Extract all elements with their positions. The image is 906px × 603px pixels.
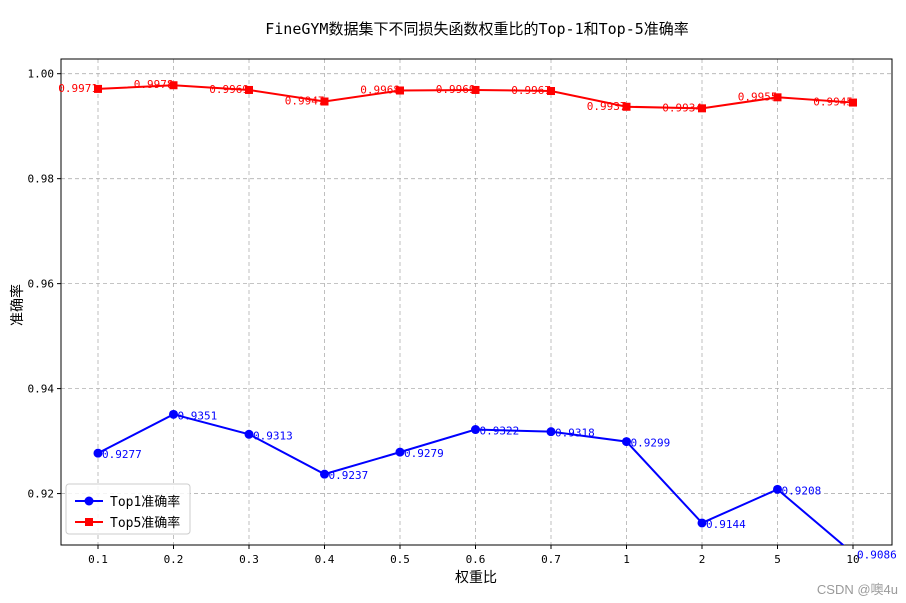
data-point-top5 bbox=[698, 104, 706, 113]
data-point-top5 bbox=[471, 85, 480, 94]
x-tick-label: 0.7 bbox=[541, 553, 561, 566]
x-axis: 0.1 0.2 0.3 0.4 0.5 0.6 0.7 1 2 5 10 bbox=[88, 545, 860, 566]
data-point-top5 bbox=[773, 93, 782, 102]
watermark: CSDN @噢4u bbox=[817, 582, 898, 597]
x-axis-label: 权重比 bbox=[455, 570, 497, 586]
y-tick-label: 1.00 bbox=[28, 68, 55, 81]
data-point-top1 bbox=[395, 447, 405, 457]
data-point-top1 bbox=[471, 425, 480, 435]
data-label: 0.9277 bbox=[102, 448, 142, 461]
x-tick-label: 0.2 bbox=[164, 553, 184, 566]
legend-label-top1: Top1准确率 bbox=[110, 494, 180, 510]
data-point-top5 bbox=[547, 87, 555, 96]
data-point-top5 bbox=[169, 81, 178, 90]
data-point-top1 bbox=[93, 448, 103, 458]
data-point-top1 bbox=[244, 429, 254, 439]
data-label: 0.9279 bbox=[404, 447, 444, 460]
x-tick-label: 0.1 bbox=[88, 553, 108, 566]
data-point-top5 bbox=[245, 85, 253, 94]
legend-entry-top5: Top5准确率 bbox=[75, 515, 180, 531]
legend-label-top5: Top5准确率 bbox=[110, 515, 180, 531]
x-tick-label: 0.5 bbox=[390, 553, 410, 566]
data-label: 0.9937 bbox=[587, 100, 627, 113]
x-tick-label: 0.3 bbox=[239, 553, 259, 566]
x-tick-label: 0.6 bbox=[466, 553, 486, 566]
data-point-top5 bbox=[396, 86, 404, 95]
data-point-top1 bbox=[320, 469, 329, 479]
data-label: 0.9968 bbox=[360, 83, 400, 96]
data-label: 0.9947 bbox=[285, 95, 325, 108]
data-label: 0.9351 bbox=[178, 409, 218, 422]
x-tick-label: 1 bbox=[623, 553, 630, 566]
data-label: 0.9144 bbox=[706, 518, 746, 531]
x-tick-label: 2 bbox=[699, 553, 706, 566]
data-label: 0.9237 bbox=[329, 469, 369, 482]
y-tick-label: 0.96 bbox=[28, 278, 55, 291]
y-axis-label: 准确率 bbox=[9, 284, 26, 326]
plot-frame bbox=[60, 58, 893, 546]
y-tick-label: 0.92 bbox=[28, 488, 55, 501]
data-point-top1 bbox=[773, 484, 782, 494]
series-line-top1 bbox=[97, 413, 845, 545]
data-label: 0.9208 bbox=[782, 484, 822, 497]
data-label: 0.9978 bbox=[134, 78, 174, 91]
series-clip-group bbox=[94, 81, 857, 113]
data-label: 0.9086 bbox=[857, 548, 897, 561]
data-label: 0.9313 bbox=[253, 429, 293, 442]
legend-marker-top1 bbox=[84, 496, 94, 506]
legend-marker-top5 bbox=[85, 518, 93, 526]
data-point-top1 bbox=[697, 518, 707, 528]
data-point-top5 bbox=[320, 97, 329, 106]
series-clip-group bbox=[93, 409, 845, 545]
legend-entry-top1: Top1准确率 bbox=[75, 494, 180, 510]
data-point-top5 bbox=[849, 98, 857, 107]
series-top1: 0.9277 0.9351 0.9313 0.9237 0.9279 0.9322 0.93… bbox=[93, 409, 897, 561]
data-point-top5 bbox=[94, 84, 102, 93]
data-label: 0.9967 bbox=[511, 84, 551, 97]
chart-title: FineGYM数据集下不同损失函数权重比的Top-1和Top-5准确率 bbox=[265, 20, 689, 38]
data-label: 0.9322 bbox=[480, 425, 520, 438]
x-tick-label: 5 bbox=[774, 553, 781, 566]
data-label: 0.9971 bbox=[58, 82, 98, 95]
data-label: 0.9955 bbox=[738, 90, 778, 103]
data-point-top1 bbox=[169, 409, 178, 419]
data-label: 0.9969 bbox=[209, 83, 249, 96]
data-label: 0.9318 bbox=[555, 427, 595, 440]
data-point-top1 bbox=[622, 437, 631, 447]
data-label: 0.9969 bbox=[436, 83, 476, 96]
series-top5: 0.9971 0.9978 0.9969 0.9947 0.9968 0.9969 0.99… bbox=[58, 78, 857, 114]
data-label: 0.9934 bbox=[662, 101, 702, 114]
grid bbox=[61, 59, 892, 545]
y-tick-label: 0.98 bbox=[28, 173, 55, 186]
data-label: 0.9945 bbox=[813, 96, 853, 109]
data-point-top5 bbox=[622, 102, 631, 111]
data-point-top1 bbox=[546, 427, 556, 437]
data-label: 0.9299 bbox=[631, 437, 671, 450]
y-axis: 0.92 0.94 0.96 0.98 1.00 bbox=[28, 68, 61, 501]
x-tick-label: 0.4 bbox=[315, 553, 335, 566]
y-tick-label: 0.94 bbox=[28, 383, 55, 396]
legend: Top1准确率 Top5准确率 bbox=[65, 483, 191, 535]
series-layer: 0.9277 0.9351 0.9313 0.9237 0.9279 0.9322 0.93… bbox=[58, 78, 897, 561]
x-tick-label: 10 bbox=[846, 553, 859, 566]
